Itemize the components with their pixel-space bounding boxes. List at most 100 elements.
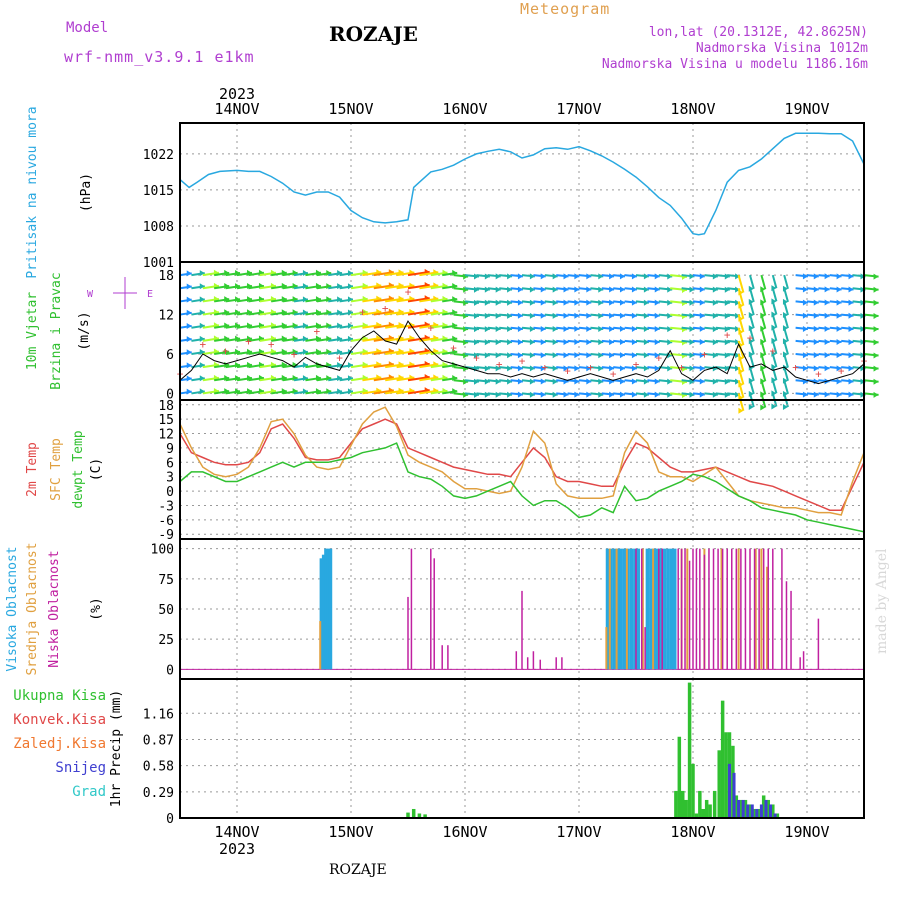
y-tick-label: 0.29	[143, 786, 174, 801]
wind-barb-head	[247, 335, 253, 342]
precip-bar-total	[748, 804, 752, 818]
wind-barb-head	[609, 299, 615, 306]
precip-bar-total	[757, 808, 761, 818]
wind-barb-head	[517, 325, 523, 332]
wind-barb-head	[563, 391, 569, 398]
precip-bar-total	[674, 790, 678, 818]
wind-barb-head	[609, 365, 615, 372]
wind-barb-head	[186, 309, 192, 316]
wind-barb-head	[619, 391, 625, 398]
wind-barb-head	[529, 391, 535, 398]
wind-barb-head	[186, 375, 192, 382]
wind-barb-head	[326, 335, 332, 342]
wind-barb-head	[199, 296, 205, 303]
wind-barb-head	[836, 299, 842, 306]
wind-barb-head	[507, 378, 513, 385]
wind-gust-point: +	[747, 332, 754, 345]
wind-barb-head	[337, 362, 343, 369]
wind-barb-head	[326, 269, 332, 276]
cloud-bar-low	[684, 548, 686, 670]
wind-barb-head	[712, 312, 718, 319]
wind-barb-head	[712, 352, 718, 359]
wind-barb-head	[484, 273, 490, 280]
wind-barb-head	[474, 299, 480, 306]
cloud-bar-mid	[615, 548, 618, 670]
cloud-bar-low	[781, 548, 783, 670]
wind-barb-head	[540, 273, 546, 280]
wind-barb-head	[771, 285, 777, 292]
precip-bar-total	[698, 790, 702, 818]
wind-barb-head	[824, 365, 830, 372]
wind-barb-head	[724, 299, 730, 306]
wind-barb-head	[824, 286, 830, 293]
wind-gust-point: +	[541, 361, 548, 374]
precip-bar-total	[712, 790, 717, 818]
cloud-bar-mid	[652, 548, 655, 670]
wind-barb-head	[873, 391, 879, 398]
wind-barb-head	[860, 339, 866, 346]
wind-barb-head	[631, 391, 637, 398]
cloud-bar-high	[605, 548, 610, 670]
wind-barb-head	[860, 378, 866, 385]
precip-bar-snow	[750, 804, 754, 818]
wind-barb-head	[643, 378, 649, 385]
wind-barb-head	[748, 390, 754, 397]
cloud-bar-low	[680, 548, 683, 670]
wind-barb-head	[292, 361, 298, 368]
cloud-bar-low	[692, 548, 694, 670]
wind-barb-head	[463, 339, 469, 346]
wind-gust-point: +	[496, 358, 503, 371]
precip-bar-total	[687, 682, 692, 818]
precip-bar-snow	[764, 799, 768, 818]
series-line-t2m	[179, 418, 865, 511]
wind-barb-head	[782, 285, 788, 292]
wind-barb-head	[529, 339, 535, 346]
wind-barb-head	[552, 339, 558, 346]
wind-barb-head	[712, 339, 718, 346]
wind-barb-head	[552, 286, 558, 293]
wind-barb-head	[463, 352, 469, 359]
wind-barb-head	[598, 365, 604, 372]
wind-barb-head	[598, 378, 604, 385]
wind-barb-head	[484, 312, 490, 319]
wind-barb-head	[782, 338, 788, 345]
precip-bar-total	[694, 813, 699, 818]
wind-barb-head	[484, 339, 490, 346]
wind-barb	[749, 274, 755, 289]
wind-barb-head	[771, 390, 777, 397]
precip-bar-total	[743, 799, 748, 818]
x-tick-label-bottom: 19NOV	[784, 823, 829, 841]
model-name: wrf-nmm_v3.9.1 e1km	[64, 48, 255, 66]
wind-barb-head	[574, 339, 580, 346]
wind-barb-head	[474, 339, 480, 346]
wind-barb-head	[824, 312, 830, 319]
wind-barb-head	[552, 378, 558, 385]
wind-barb-head	[735, 378, 741, 385]
wind-barb-head	[540, 391, 546, 398]
panel-y-label: SFC Temp	[49, 438, 64, 501]
wind-barb-head	[529, 378, 535, 385]
wind-barb-head	[495, 286, 501, 293]
wind-barb-head	[735, 326, 741, 333]
cloud-bar-low	[677, 548, 679, 670]
wind-barb-head	[748, 403, 754, 410]
wind-barb-head	[302, 283, 308, 290]
wind-barb-head	[848, 273, 854, 280]
cloud-bar-mid	[737, 548, 740, 670]
wind-barb-head	[760, 338, 766, 345]
cloud-bar-high	[666, 548, 670, 670]
x-tick-label-top: 15NOV	[328, 100, 373, 118]
wind-barb-head	[712, 286, 718, 293]
precip-legend-item: Snijeg	[55, 760, 106, 776]
precip-bar-snow	[741, 799, 745, 818]
wind-barb-head	[699, 325, 705, 332]
cloud-bar-low	[772, 548, 774, 670]
precip-bar-total	[677, 736, 682, 818]
wind-barb-head	[748, 325, 754, 332]
wind-barb-head	[712, 299, 718, 306]
cloud-bar-high	[669, 548, 674, 670]
wind-barb-head	[724, 391, 730, 398]
cloud-bar-low	[744, 548, 747, 670]
wind-barb-head	[452, 375, 458, 382]
y-tick-label: -3	[158, 499, 174, 514]
